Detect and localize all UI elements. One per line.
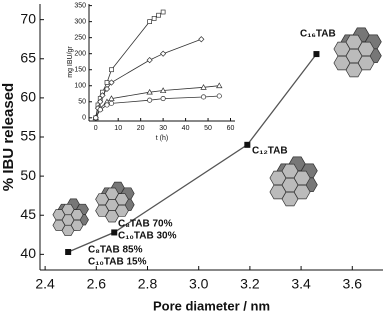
inset-point <box>103 85 111 93</box>
inset-point <box>200 84 207 90</box>
inset-y-axis-title: mg IBU/gr <box>67 46 74 78</box>
inset-x-tick-label: 0 <box>94 125 98 132</box>
y-tick-label: 70 <box>20 10 36 26</box>
inset-point <box>97 98 104 105</box>
inset-point <box>160 9 166 15</box>
inset-point <box>198 36 205 43</box>
x-tick-label: 3.2 <box>240 276 260 292</box>
y-tick-label: 55 <box>20 128 36 144</box>
x-tick-label: 2.8 <box>138 276 158 292</box>
inset-point <box>99 92 106 99</box>
inset-x-tick-label: 40 <box>182 125 190 132</box>
data-point <box>313 51 320 58</box>
data-point <box>244 141 251 148</box>
pore-icon <box>269 156 318 207</box>
inset-point <box>146 88 153 95</box>
inset-point <box>97 107 103 113</box>
y-tick-label: 60 <box>20 89 36 105</box>
point-label: C₁₂TAB <box>252 146 288 157</box>
inset-x-axis-title: t (h) <box>156 135 168 142</box>
pore-icon <box>52 198 89 237</box>
inset-point <box>104 102 110 108</box>
hexagon <box>293 170 311 186</box>
y-tick-label: 50 <box>20 167 36 183</box>
y-axis-title: % IBU released <box>0 83 17 191</box>
inset-point <box>109 67 114 73</box>
pore-icon <box>95 181 135 223</box>
x-tick-label: 2.6 <box>87 276 107 292</box>
hexagon <box>95 204 110 217</box>
x-tick-label: 3.6 <box>343 276 363 292</box>
y-tick-label: 65 <box>20 49 36 65</box>
hexagon <box>52 219 66 231</box>
inset-x-tick-label: 20 <box>137 125 145 132</box>
inset-y-tick-label: 0 <box>82 115 86 122</box>
pore-icon <box>333 27 382 78</box>
inset-point <box>151 16 157 21</box>
point-label: C₈TAB 85% <box>88 245 143 256</box>
hexagon <box>269 184 287 200</box>
inset-y-tick-label: 200 <box>74 51 86 58</box>
data-point <box>111 229 118 236</box>
x-tick-label: 3.0 <box>189 276 209 292</box>
inset-point <box>156 12 161 18</box>
hexagon <box>333 55 351 71</box>
x-axis-title: Pore diameter / nm <box>153 298 270 313</box>
inset-y-tick-label: 150 <box>74 67 86 74</box>
inset-point <box>108 95 115 101</box>
inset-y-tick-label: 50 <box>78 99 86 106</box>
inset-y-tick-label: 350 <box>74 2 86 9</box>
inset-y-tick-label: 100 <box>74 83 86 90</box>
inset-point <box>216 82 223 89</box>
inset-x-tick-label: 30 <box>159 125 167 132</box>
inset-point <box>160 96 166 102</box>
x-tick-label: 2.4 <box>35 276 55 292</box>
y-tick-label: 45 <box>20 206 36 222</box>
point-label: C₁₀TAB 30% <box>118 231 177 242</box>
hexagon <box>70 209 84 221</box>
inset-x-tick-label: 50 <box>204 125 212 132</box>
inset-point <box>93 115 99 121</box>
y-tick-label: 40 <box>20 245 36 261</box>
inset-y-tick-label: 250 <box>74 35 86 42</box>
inset-point <box>108 79 115 86</box>
inset-point <box>159 87 167 93</box>
inset-point <box>160 50 167 57</box>
inset-x-tick-label: 60 <box>227 125 235 132</box>
inset-point <box>201 94 207 100</box>
inset-x-tick-label: 10 <box>114 125 122 132</box>
inset-point <box>216 93 222 99</box>
data-line <box>67 53 317 253</box>
hexagon <box>114 193 129 206</box>
inset-point <box>147 19 152 24</box>
inset-point <box>108 100 115 106</box>
x-tick-label: 3.4 <box>291 276 311 292</box>
point-label: C₁₆TAB <box>300 29 336 40</box>
inset-point <box>147 97 153 103</box>
hexagon <box>357 41 375 57</box>
point-label: C₈TAB 70% <box>118 219 173 230</box>
inset-point <box>146 57 153 64</box>
point-label: C₁₀TAB 15% <box>88 257 147 268</box>
data-point <box>65 249 72 256</box>
inset-y-tick-label: 300 <box>74 18 86 25</box>
inset-background <box>62 0 242 146</box>
